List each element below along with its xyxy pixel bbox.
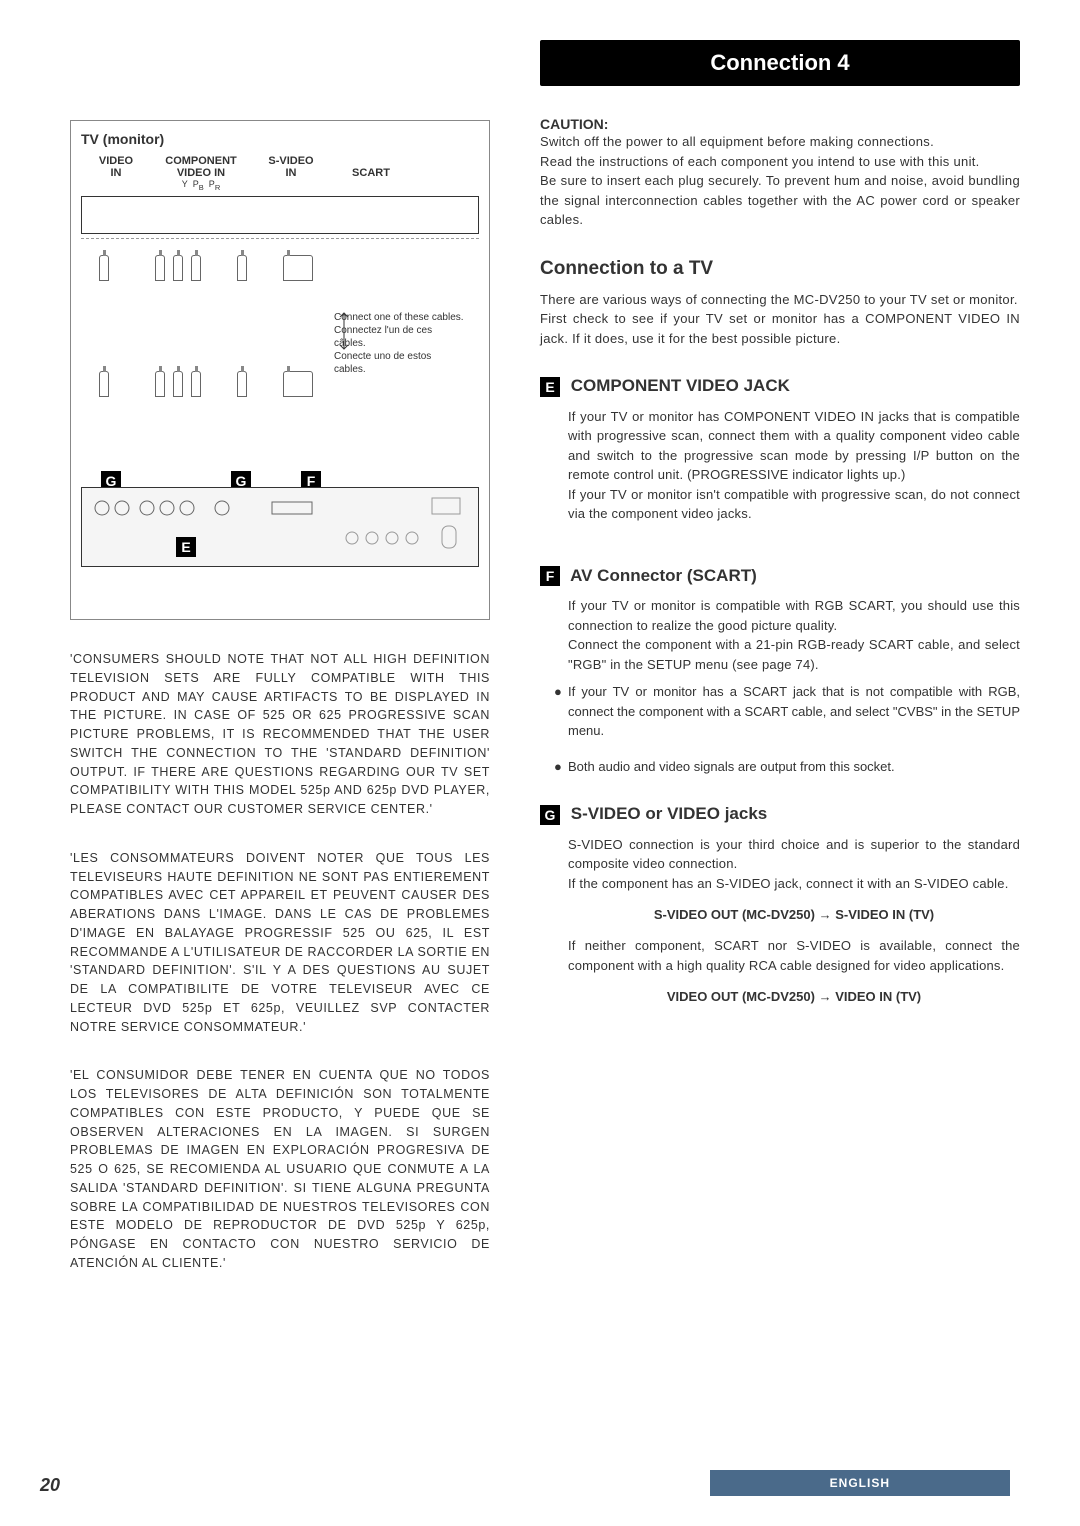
svideo-p3: If neither component, SCART nor S-VIDEO … bbox=[568, 936, 1020, 975]
svideo-p1: S-VIDEO connection is your third choice … bbox=[568, 835, 1020, 874]
label-component: COMPONENTVIDEO INY PB PR bbox=[151, 155, 251, 192]
device-ports-icon bbox=[82, 488, 472, 566]
scart-p1: If your TV or monitor is compatible with… bbox=[568, 596, 1020, 635]
svideo-title: G S-VIDEO or VIDEO jacks bbox=[540, 804, 1020, 825]
component-p1: If your TV or monitor has COMPONENT VIDE… bbox=[568, 407, 1020, 485]
letter-f-inline: F bbox=[540, 566, 560, 586]
diagram-device-box bbox=[81, 487, 479, 567]
label-svideo: S-VIDEOIN bbox=[261, 155, 321, 192]
caution-p1: Switch off the power to all equipment be… bbox=[540, 132, 1020, 152]
diagram-port-labels: VIDEOIN COMPONENTVIDEO INY PB PR S-VIDEO… bbox=[81, 155, 479, 192]
diagram-letter-e: E bbox=[176, 537, 196, 557]
section-header: Connection 4 bbox=[540, 40, 1020, 86]
scart-title: F AV Connector (SCART) bbox=[540, 566, 1020, 587]
diagram-tv-box bbox=[81, 196, 479, 234]
svideo-connection-2: VIDEO OUT (MC-DV250) → VIDEO IN (TV) bbox=[568, 989, 1020, 1004]
svideo-p2: If the component has an S-VIDEO jack, co… bbox=[568, 874, 1020, 894]
label-scart: SCART bbox=[341, 155, 401, 192]
cable-note: Connect one of these cables.Connectez l'… bbox=[334, 311, 494, 376]
language-tag: ENGLISH bbox=[710, 1470, 1010, 1496]
caution-block: CAUTION: Switch off the power to all equ… bbox=[540, 116, 1020, 230]
scart-p2: Connect the component with a 21-pin RGB-… bbox=[568, 635, 1020, 674]
tv-section-title: Connection to a TV bbox=[540, 258, 1020, 280]
component-p2: If your TV or monitor isn't compatible w… bbox=[568, 485, 1020, 524]
letter-g-inline: G bbox=[540, 805, 560, 825]
diagram-tv-label: TV (monitor) bbox=[81, 131, 479, 147]
caution-p2: Read the instructions of each component … bbox=[540, 152, 1020, 172]
warning-spanish: 'EL CONSUMIDOR DEBE TENER EN CUENTA QUE … bbox=[70, 1066, 490, 1272]
caution-p3: Be sure to insert each plug securely. To… bbox=[540, 171, 1020, 230]
letter-e-inline: E bbox=[540, 377, 560, 397]
component-title: E COMPONENT VIDEO JACK bbox=[540, 376, 1020, 397]
warning-french: 'LES CONSOMMATEURS DOIVENT NOTER QUE TOU… bbox=[70, 849, 490, 1037]
page-number: 20 bbox=[40, 1475, 60, 1496]
svideo-connection-1: S-VIDEO OUT (MC-DV250) → S-VIDEO IN (TV) bbox=[568, 907, 1020, 922]
scart-bullet-2: ● Both audio and video signals are outpu… bbox=[554, 757, 1020, 777]
caution-label: CAUTION: bbox=[540, 116, 1020, 132]
scart-bullet-1: ● If your TV or monitor has a SCART jack… bbox=[554, 682, 1020, 741]
connection-diagram: TV (monitor) VIDEOIN COMPONENTVIDEO INY … bbox=[70, 120, 490, 620]
label-video-in: VIDEOIN bbox=[91, 155, 141, 192]
tv-section-body: There are various ways of connecting the… bbox=[540, 290, 1020, 349]
warning-english: 'CONSUMERS SHOULD NOTE THAT NOT ALL HIGH… bbox=[70, 650, 490, 819]
